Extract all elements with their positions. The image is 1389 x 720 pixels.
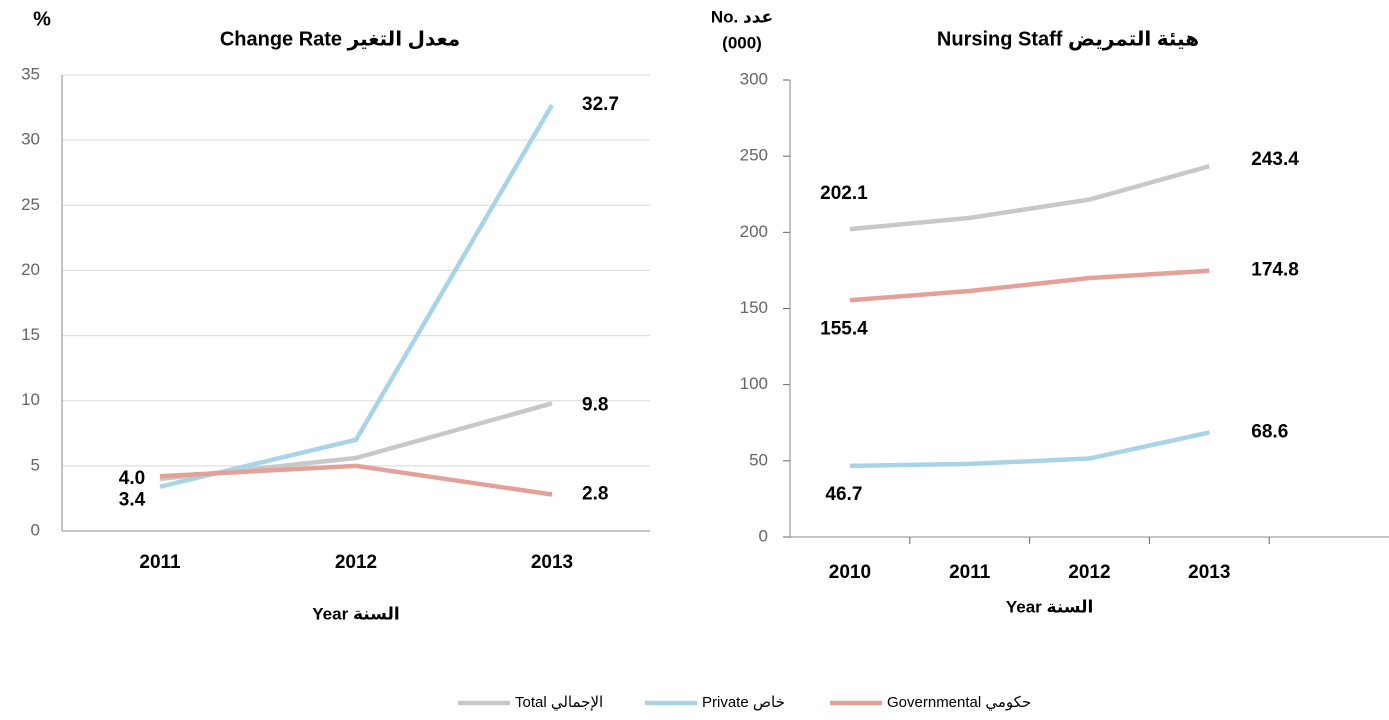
- y-tick-label: 0: [31, 520, 40, 539]
- series-line: [849, 430, 1210, 469]
- x-tick-label: 2013: [531, 552, 573, 573]
- x-tick-label: 2013: [1188, 562, 1230, 583]
- series-line: [159, 103, 554, 489]
- data-label: 4.0: [119, 468, 145, 489]
- data-label: 243.4: [1251, 149, 1299, 170]
- y-tick-label: 10: [21, 390, 40, 409]
- data-label: 46.7: [825, 484, 862, 505]
- y-tick-label: 25: [21, 195, 40, 214]
- series-line: [849, 268, 1210, 303]
- series-line: [159, 463, 553, 497]
- y-tick-label: 100: [740, 374, 768, 393]
- y-axis-label: %: [33, 8, 51, 30]
- data-label: 2.8: [582, 484, 608, 505]
- chart-title: Nursing Staff هيئة التمريض: [937, 28, 1199, 50]
- y-tick-label: 300: [740, 69, 768, 88]
- y-tick-label: 0: [759, 526, 768, 545]
- y-axis-label: (000): [722, 33, 762, 52]
- y-axis-label: No. عدد: [711, 7, 773, 26]
- x-tick-label: 2011: [949, 562, 991, 583]
- data-label: 155.4: [820, 318, 868, 339]
- legend-label: Private خاص: [702, 694, 785, 711]
- y-tick-label: 50: [749, 450, 768, 469]
- x-tick-label: 2012: [335, 552, 377, 573]
- y-tick-label: 200: [740, 222, 768, 241]
- y-tick-label: 150: [740, 298, 768, 317]
- x-tick-label: 2012: [1068, 562, 1110, 583]
- data-label: 9.8: [582, 394, 608, 415]
- legend-label: Governmental حكومي: [887, 694, 1031, 712]
- y-tick-label: 35: [21, 64, 40, 83]
- chart-title: Change Rate معدل التغير: [220, 28, 460, 50]
- data-label: 32.7: [582, 94, 619, 115]
- x-tick-label: 2010: [829, 562, 871, 583]
- data-label: 202.1: [820, 183, 868, 204]
- x-axis-label: Year السنة: [1006, 597, 1093, 616]
- series-line: [849, 164, 1210, 232]
- y-tick-label: 250: [740, 146, 768, 165]
- y-tick-label: 30: [21, 130, 40, 149]
- y-tick-label: 5: [31, 455, 40, 474]
- x-axis-label: Year السنة: [312, 604, 399, 623]
- legend-label: Total الإجمالي: [515, 694, 603, 712]
- y-tick-label: 15: [21, 325, 40, 344]
- data-label: 68.6: [1251, 422, 1288, 443]
- x-tick-label: 2011: [139, 552, 181, 573]
- data-label: 3.4: [119, 490, 146, 511]
- data-label: 174.8: [1251, 260, 1299, 281]
- y-tick-label: 20: [21, 260, 40, 279]
